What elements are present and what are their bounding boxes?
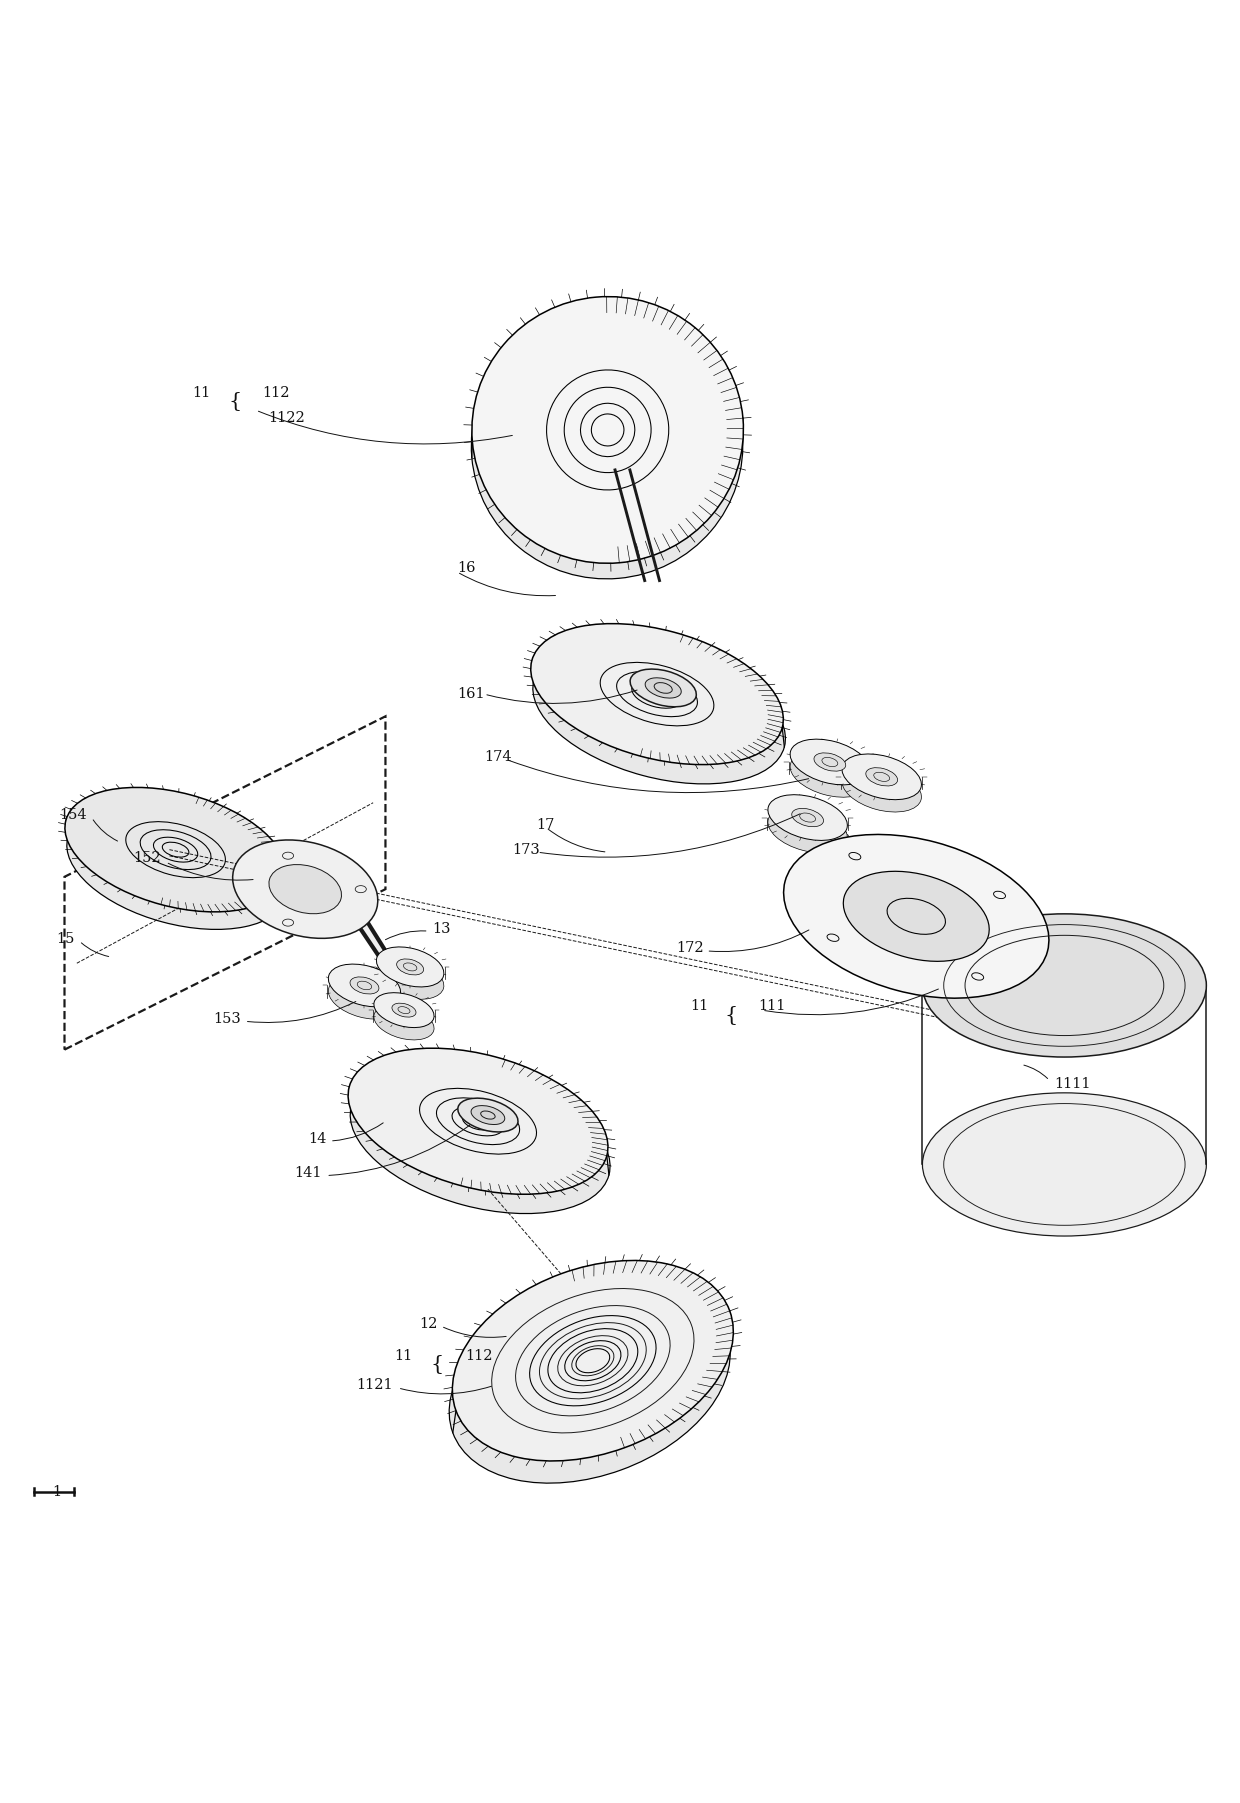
Ellipse shape bbox=[533, 644, 785, 784]
Ellipse shape bbox=[374, 1004, 434, 1040]
Ellipse shape bbox=[768, 795, 847, 840]
Ellipse shape bbox=[531, 624, 784, 764]
Ellipse shape bbox=[374, 993, 434, 1028]
Text: 112: 112 bbox=[466, 1349, 494, 1363]
Text: 11: 11 bbox=[394, 1349, 413, 1363]
Ellipse shape bbox=[645, 678, 681, 698]
Ellipse shape bbox=[392, 1002, 415, 1017]
Text: 153: 153 bbox=[213, 1011, 241, 1026]
Ellipse shape bbox=[64, 788, 286, 912]
Ellipse shape bbox=[923, 1093, 1207, 1237]
Ellipse shape bbox=[842, 766, 921, 811]
Text: 154: 154 bbox=[60, 808, 87, 822]
Ellipse shape bbox=[377, 959, 444, 999]
Text: 14: 14 bbox=[308, 1132, 326, 1145]
Ellipse shape bbox=[790, 752, 869, 797]
Ellipse shape bbox=[67, 804, 288, 929]
Text: 173: 173 bbox=[512, 842, 541, 856]
Polygon shape bbox=[355, 902, 410, 1002]
Ellipse shape bbox=[329, 965, 401, 1006]
Ellipse shape bbox=[768, 808, 847, 853]
Ellipse shape bbox=[842, 754, 921, 801]
Text: {: { bbox=[430, 1354, 444, 1374]
Ellipse shape bbox=[377, 947, 444, 986]
Ellipse shape bbox=[843, 871, 990, 961]
Ellipse shape bbox=[784, 835, 1049, 999]
Ellipse shape bbox=[813, 754, 846, 772]
Ellipse shape bbox=[269, 865, 341, 914]
Ellipse shape bbox=[348, 1048, 608, 1194]
Text: 13: 13 bbox=[433, 921, 451, 936]
Text: {: { bbox=[724, 1006, 738, 1024]
Text: 12: 12 bbox=[419, 1316, 438, 1331]
Ellipse shape bbox=[329, 977, 401, 1019]
Ellipse shape bbox=[453, 1260, 733, 1460]
Ellipse shape bbox=[350, 1067, 610, 1213]
Text: 1111: 1111 bbox=[1054, 1076, 1091, 1091]
Text: 1121: 1121 bbox=[356, 1379, 393, 1392]
Text: 161: 161 bbox=[458, 687, 485, 701]
Ellipse shape bbox=[397, 959, 424, 975]
Text: 152: 152 bbox=[133, 851, 161, 865]
Text: 174: 174 bbox=[484, 750, 512, 764]
Text: 141: 141 bbox=[294, 1167, 321, 1181]
Text: 111: 111 bbox=[758, 999, 786, 1013]
Text: 15: 15 bbox=[56, 932, 74, 945]
Ellipse shape bbox=[866, 768, 898, 786]
Text: 17: 17 bbox=[536, 819, 554, 831]
Text: 172: 172 bbox=[676, 941, 704, 956]
Ellipse shape bbox=[923, 914, 1207, 1057]
Ellipse shape bbox=[630, 669, 697, 707]
Text: 112: 112 bbox=[262, 386, 289, 400]
Ellipse shape bbox=[790, 739, 869, 784]
Text: 1: 1 bbox=[52, 1484, 61, 1498]
Ellipse shape bbox=[350, 977, 379, 993]
Text: 11: 11 bbox=[192, 386, 210, 400]
Ellipse shape bbox=[233, 840, 378, 938]
Ellipse shape bbox=[792, 808, 823, 828]
Ellipse shape bbox=[458, 1098, 518, 1132]
Text: 16: 16 bbox=[458, 561, 476, 575]
Ellipse shape bbox=[471, 312, 743, 579]
Text: 11: 11 bbox=[691, 999, 709, 1013]
Ellipse shape bbox=[449, 1282, 730, 1484]
Ellipse shape bbox=[472, 297, 744, 563]
Text: 1122: 1122 bbox=[268, 411, 305, 424]
Text: {: { bbox=[228, 391, 242, 411]
Ellipse shape bbox=[471, 1105, 505, 1125]
